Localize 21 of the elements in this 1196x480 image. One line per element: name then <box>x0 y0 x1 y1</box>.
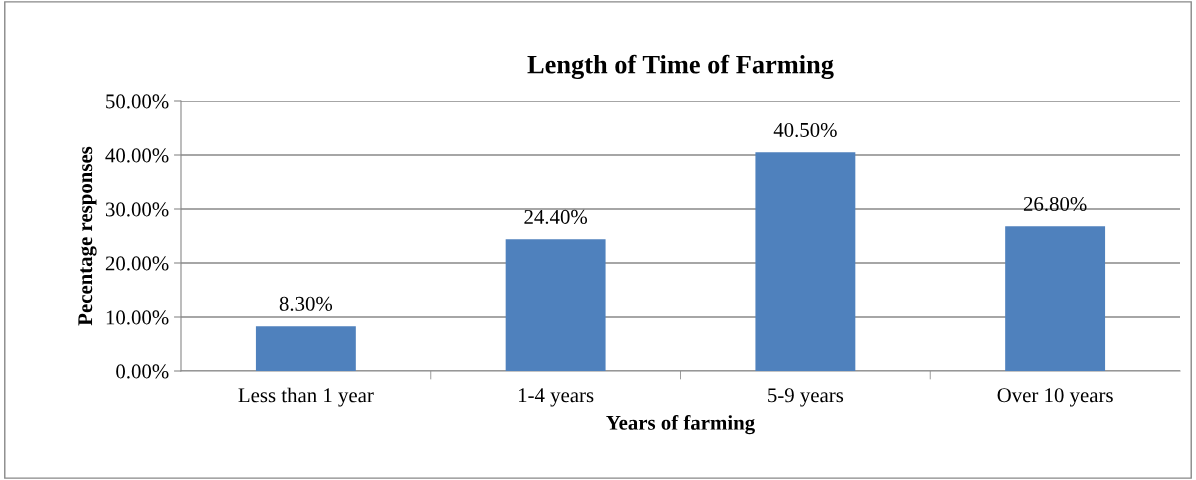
x-tick-label: 1-4 years <box>518 388 594 407</box>
data-label: 26.80% <box>1023 196 1087 212</box>
bar <box>505 239 606 371</box>
data-label: 24.40% <box>524 209 588 224</box>
x-axis-title: Years of farming <box>606 414 755 435</box>
bar <box>755 152 856 371</box>
data-label: 40.50% <box>773 122 837 138</box>
x-tick-label: Over 10 years <box>997 388 1113 407</box>
y-axis-title: Pecentage responses <box>78 146 97 326</box>
x-tick-label: 5-9 years <box>768 388 844 407</box>
y-tick-label: 10.00% <box>106 310 169 325</box>
chart-title: Length of Time of Farming <box>527 54 834 80</box>
y-tick-label: 50.00% <box>106 94 169 109</box>
y-tick-label: 20.00% <box>105 256 169 271</box>
y-tick-label: 0.00% <box>116 364 169 379</box>
y-tick-label: 40.00% <box>105 148 169 163</box>
bar <box>1005 226 1106 371</box>
x-tick-label: Less than 1 year <box>238 387 374 407</box>
y-tick-label: 30.00% <box>105 202 169 217</box>
bar <box>255 326 356 371</box>
data-label: 8.30% <box>279 296 333 311</box>
